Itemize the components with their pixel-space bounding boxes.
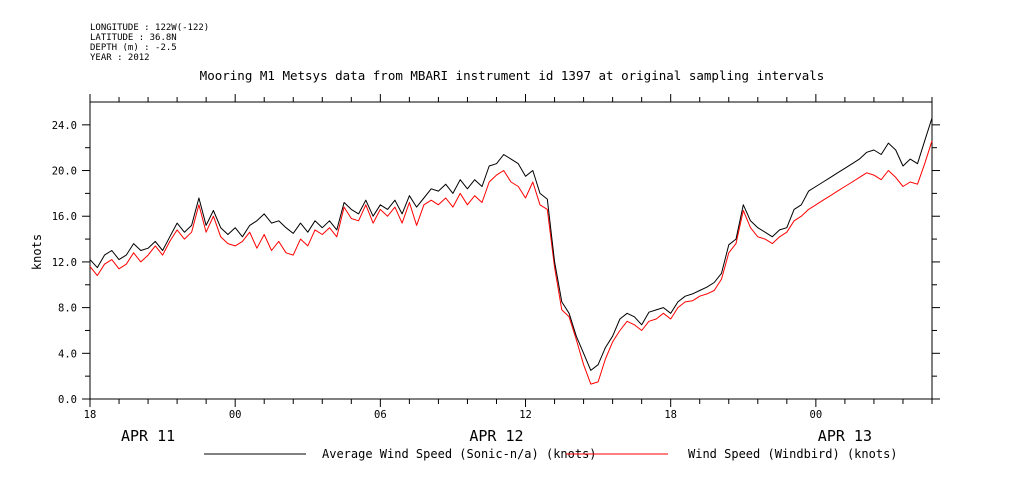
x-tick-label: 12: [519, 409, 532, 421]
y-axis: 0.0 4.0 8.0 12.0 16.0 20.0 24.0: [52, 120, 940, 406]
depth-text: DEPTH (m) : -2.5: [90, 43, 177, 53]
legend: Average Wind Speed (Sonic-n/a) (knots) W…: [204, 447, 898, 461]
series-layer: [89, 117, 933, 385]
plot-frame: [89, 101, 933, 400]
y-tick-label: 12.0: [52, 257, 77, 269]
x-tick-label: 18: [84, 409, 97, 421]
x-axis: 18 00 06 12 18 00: [84, 94, 933, 421]
date-label: APR 13: [818, 427, 872, 445]
legend-label-sonic: Average Wind Speed (Sonic-n/a) (knots): [322, 447, 597, 461]
y-tick-label: 16.0: [52, 211, 77, 223]
y-tick-label: 20.0: [52, 166, 77, 178]
year-text: YEAR : 2012: [90, 53, 150, 63]
x-tick-label: 06: [374, 409, 387, 421]
y-axis-label: knots: [30, 234, 44, 270]
y-tick-label: 0.0: [58, 394, 77, 406]
legend-label-windbird: Wind Speed (Windbird) (knots): [688, 447, 898, 461]
date-label: APR 11: [121, 427, 175, 445]
x-tick-label: 00: [810, 409, 823, 421]
y-tick-label: 4.0: [58, 348, 77, 360]
latitude-text: LATITUDE : 36.8N: [90, 33, 177, 43]
series-line-sonic: [89, 117, 933, 371]
y-tick-label: 8.0: [58, 303, 77, 315]
y-tick-label: 24.0: [52, 120, 77, 132]
longitude-text: LONGITUDE : 122W(-122): [90, 23, 209, 33]
chart-title: Mooring M1 Metsys data from MBARI instru…: [200, 68, 825, 83]
x-tick-label: 00: [229, 409, 242, 421]
date-labels: APR 11 APR 12 APR 13: [121, 427, 872, 445]
metadata-block: LONGITUDE : 122W(-122) LATITUDE : 36.8N …: [90, 23, 209, 63]
date-label: APR 12: [469, 427, 523, 445]
x-tick-label: 18: [664, 409, 677, 421]
series-line-windbird: [89, 140, 933, 385]
